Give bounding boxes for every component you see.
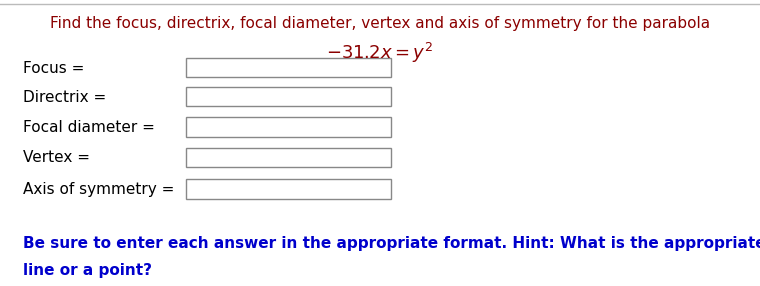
Text: Be sure to enter each answer in the appropriate format. Hint: What is the approp: Be sure to enter each answer in the appr…: [23, 236, 760, 251]
FancyBboxPatch shape: [186, 117, 391, 137]
FancyBboxPatch shape: [186, 148, 391, 167]
Text: Focus =: Focus =: [23, 61, 84, 76]
Text: $-31.2x = y^2$: $-31.2x = y^2$: [327, 41, 433, 65]
Text: Directrix =: Directrix =: [23, 90, 106, 105]
Text: Focal diameter =: Focal diameter =: [23, 120, 155, 135]
Text: Find the focus, directrix, focal diameter, vertex and axis of symmetry for the p: Find the focus, directrix, focal diamete…: [50, 16, 710, 31]
Text: Axis of symmetry =: Axis of symmetry =: [23, 182, 174, 197]
FancyBboxPatch shape: [186, 179, 391, 199]
Text: Vertex =: Vertex =: [23, 150, 90, 165]
FancyBboxPatch shape: [186, 87, 391, 106]
Text: line or a point?: line or a point?: [23, 263, 152, 277]
FancyBboxPatch shape: [186, 58, 391, 77]
